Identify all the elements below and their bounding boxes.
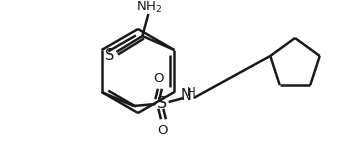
- Text: S: S: [105, 48, 114, 62]
- Text: NH$_2$: NH$_2$: [136, 0, 163, 15]
- Text: H: H: [187, 86, 196, 98]
- Text: O: O: [157, 124, 168, 136]
- Text: S: S: [157, 97, 167, 111]
- Text: N: N: [180, 89, 191, 104]
- Text: O: O: [153, 72, 164, 84]
